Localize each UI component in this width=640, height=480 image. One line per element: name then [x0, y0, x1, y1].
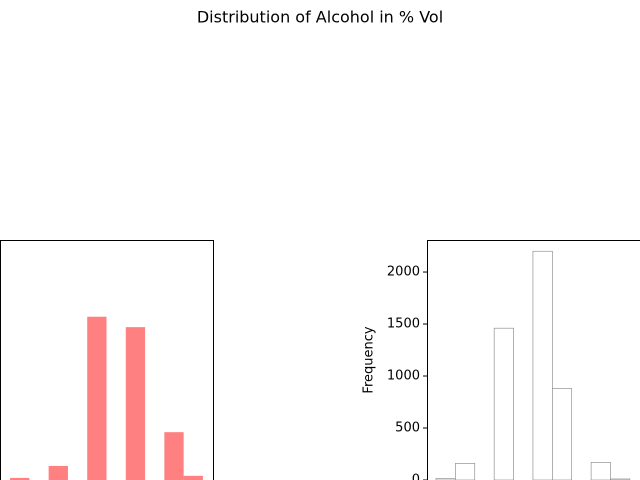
bar: [10, 477, 30, 480]
bar: [164, 432, 184, 480]
figure-title: Distribution of Alcohol in % Vol: [197, 8, 443, 27]
bar: [87, 316, 107, 480]
y-tick-label: 1000: [387, 369, 420, 384]
y-tick-label: 2000: [387, 265, 420, 280]
bar: [125, 327, 146, 480]
bar: [610, 478, 631, 480]
bar: [183, 475, 203, 480]
bar: [455, 463, 476, 480]
bar: [532, 250, 553, 480]
bar: [552, 388, 573, 480]
y-tick-label: 500: [395, 421, 420, 436]
y-tick-label: 1500: [387, 317, 420, 332]
y-tick-label: 0: [412, 473, 420, 480]
bar: [590, 462, 611, 480]
axes-frame: [427, 240, 640, 480]
bar: [493, 327, 514, 480]
y-axis-label: Frequency: [362, 326, 377, 393]
bar: [48, 465, 68, 480]
axes-frame: [0, 240, 214, 480]
